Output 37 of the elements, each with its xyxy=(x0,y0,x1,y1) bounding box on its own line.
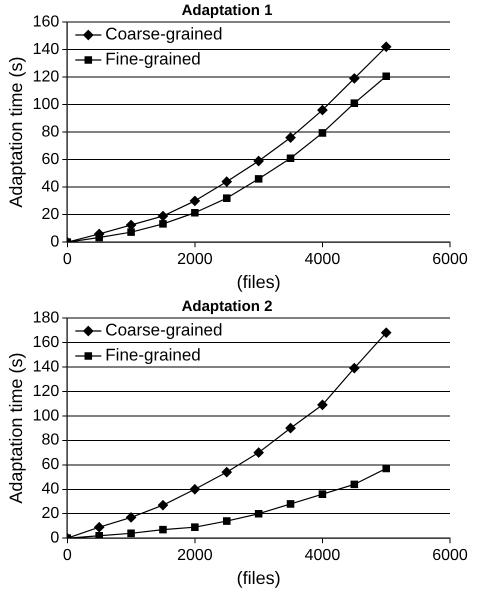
y-tick-label: 140 xyxy=(32,40,60,58)
legend-label: Fine-grained xyxy=(105,346,201,365)
y-tick-label: 0 xyxy=(50,234,60,251)
x-axis-title: (files) xyxy=(236,272,281,292)
x-tick-label: 2000 xyxy=(177,547,213,564)
y-tick-label: 40 xyxy=(42,480,60,498)
legend-label: Fine-grained xyxy=(105,50,201,69)
y-tick-label: 120 xyxy=(32,382,60,400)
y-tick-label: 20 xyxy=(42,505,60,522)
y-tick-label: 40 xyxy=(42,178,60,196)
x-tick-label: 6000 xyxy=(432,547,468,564)
y-tick-label: 60 xyxy=(42,151,60,168)
chart-title: Adaptation 2 xyxy=(182,298,272,316)
legend-label: Coarse-grained xyxy=(105,24,222,44)
y-axis-title: Adaptation time (s) xyxy=(6,352,26,504)
x-tick-label: 0 xyxy=(62,251,72,268)
y-axis-title: Adaptation time (s) xyxy=(6,56,26,208)
y-tick-label: 180 xyxy=(32,309,60,326)
x-tick-label: 4000 xyxy=(304,547,340,564)
x-axis-title: (files) xyxy=(236,568,281,588)
y-tick-label: 80 xyxy=(42,124,60,141)
y-tick-label: 60 xyxy=(42,456,60,474)
y-tick-label: 0 xyxy=(50,530,60,547)
y-tick-label: 140 xyxy=(32,358,60,376)
y-tick-label: 120 xyxy=(32,68,60,86)
y-tick-label: 20 xyxy=(42,206,60,224)
y-tick-label: 160 xyxy=(32,334,60,351)
x-tick-label: 2000 xyxy=(177,251,213,268)
x-tick-label: 0 xyxy=(62,547,72,564)
legend-label: Coarse-grained xyxy=(105,320,222,340)
chart-title: Adaptation 1 xyxy=(182,2,272,20)
x-tick-label: 4000 xyxy=(304,251,340,268)
x-tick-label: 6000 xyxy=(432,251,468,268)
y-tick-label: 100 xyxy=(32,96,60,113)
y-tick-label: 80 xyxy=(42,432,60,449)
y-tick-label: 100 xyxy=(32,407,60,424)
y-tick-label: 160 xyxy=(32,13,60,30)
